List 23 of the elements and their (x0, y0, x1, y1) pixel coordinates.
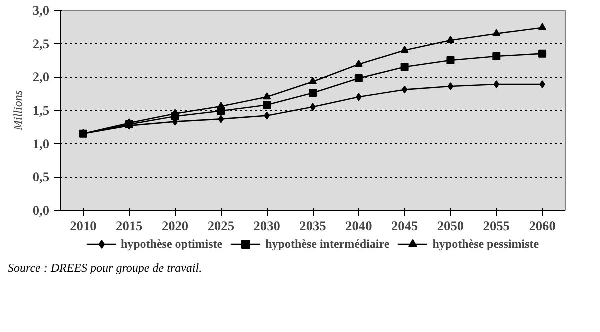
legend-label: hypothèse intermédiaire (266, 236, 390, 252)
x-tick-label: 2010 (70, 218, 98, 234)
legend-label: hypothèse pessimiste (432, 236, 540, 252)
y-tick-label: 2,5 (32, 36, 50, 52)
x-tick-label: 2040 (346, 218, 373, 234)
x-tick-label: 2050 (437, 218, 464, 234)
y-tick-label: 0,0 (32, 203, 50, 218)
y-tick-label: 1,5 (32, 103, 50, 118)
x-tick-label: 2060 (529, 218, 556, 234)
x-tick-label: 2030 (254, 218, 281, 234)
x-tick-label: 2015 (116, 218, 144, 234)
y-axis-title: Millions (10, 90, 25, 132)
x-tick-label: 2035 (300, 218, 327, 234)
y-tick-label: 1,0 (32, 136, 50, 152)
y-tick-label: 0,5 (32, 170, 50, 185)
x-tick-label: 2025 (208, 218, 235, 234)
legend-label: hypothèse optimiste (120, 236, 223, 252)
y-tick-label: 2,0 (32, 70, 50, 85)
y-tick-label: 3,0 (32, 3, 50, 18)
x-tick-label: 2020 (162, 218, 189, 234)
x-tick-label: 2055 (483, 218, 510, 234)
source-note: Source : DREES pour groupe de travail. (8, 260, 202, 277)
x-tick-label: 2045 (391, 218, 418, 234)
